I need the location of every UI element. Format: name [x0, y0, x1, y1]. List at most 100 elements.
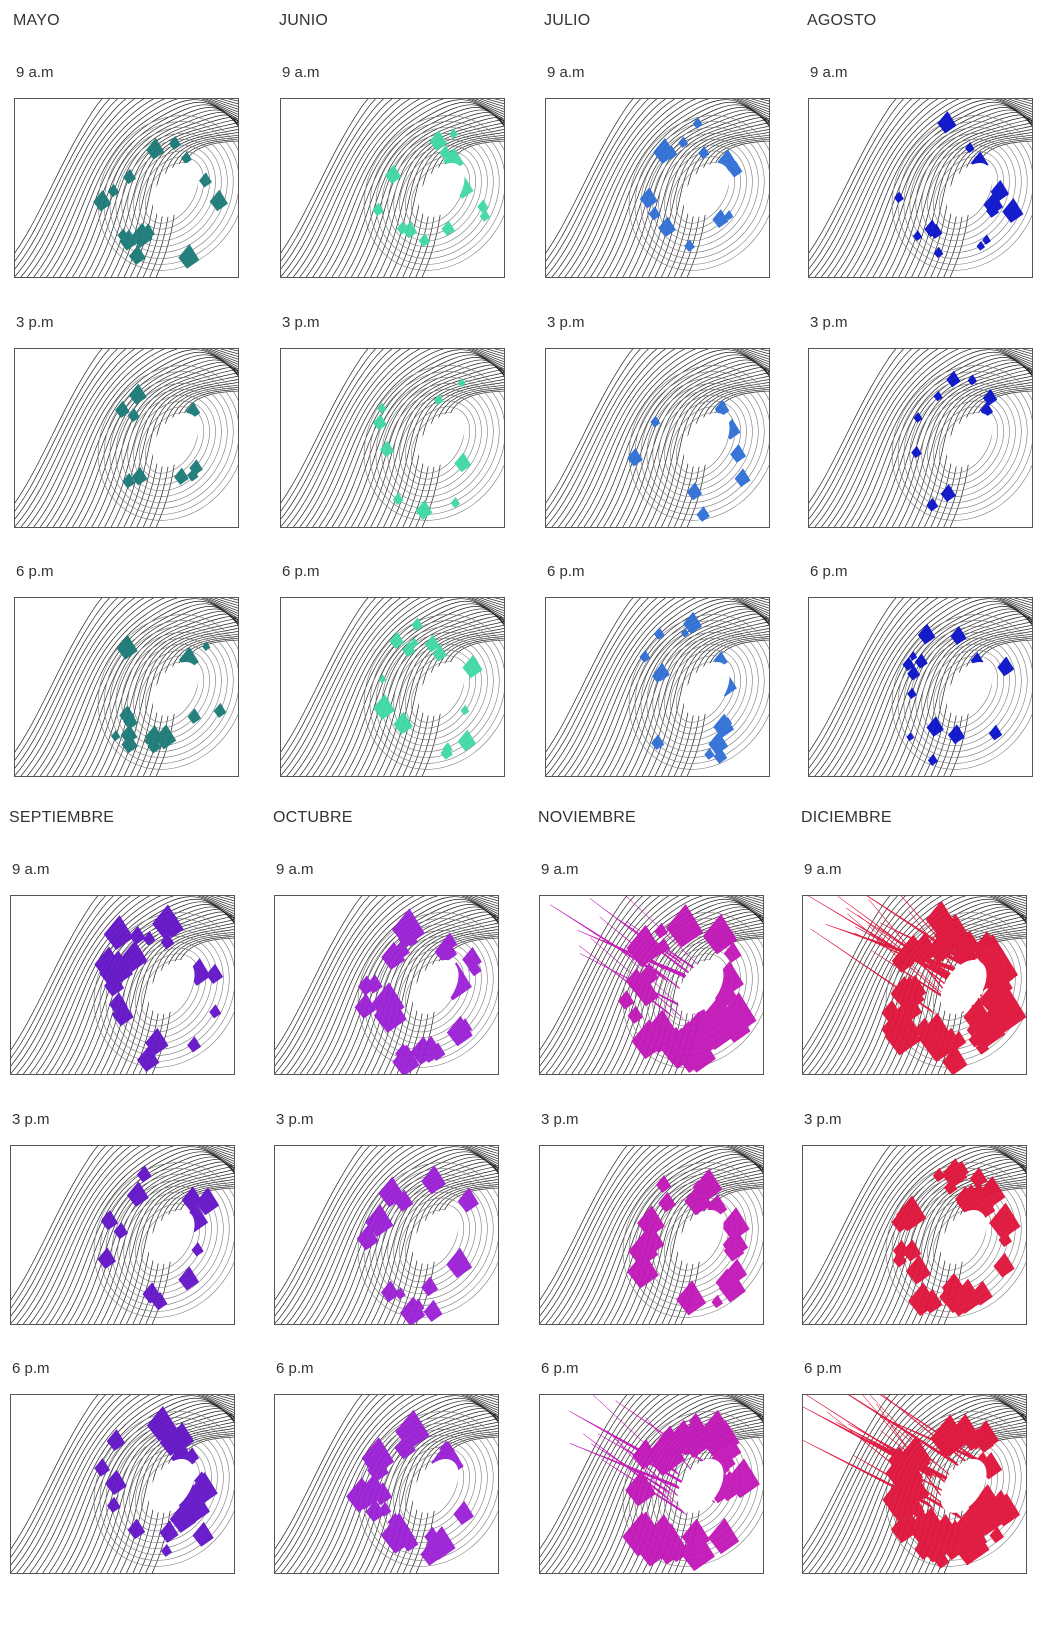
time-label: 9 a.m	[276, 861, 314, 878]
shadow-patch	[457, 377, 466, 388]
shadow-patch	[911, 445, 922, 459]
shadow-patch	[933, 390, 943, 402]
shadow-patch	[981, 953, 1014, 992]
cast-shadow	[869, 1395, 937, 1466]
shadow-patch	[627, 1005, 644, 1024]
shadow-patch	[681, 1518, 711, 1553]
shadow-patch	[907, 665, 921, 681]
shadow-patch	[650, 415, 661, 428]
plateau-rings	[891, 365, 1032, 521]
shadow-patches	[354, 908, 482, 1074]
cast-shadow	[893, 1463, 981, 1513]
time-label: 6 p.m	[547, 563, 585, 580]
plateau-rings	[891, 115, 1032, 271]
contour-map-svg	[15, 598, 238, 776]
contour-map-svg	[275, 1395, 498, 1573]
time-label: 3 p.m	[12, 1111, 50, 1128]
plateau-summit	[418, 163, 465, 217]
cast-shadow	[578, 945, 674, 1018]
shadow-patch	[927, 753, 939, 766]
shadow-map	[545, 597, 770, 777]
shadow-patch	[993, 1493, 1018, 1522]
shadow-patch	[943, 1178, 958, 1195]
shadow-map	[10, 895, 235, 1075]
shadow-map	[802, 895, 1027, 1075]
shadow-map	[280, 348, 505, 528]
contour-map-svg	[546, 99, 769, 277]
shadow-patch	[898, 1014, 913, 1031]
shadow-patch	[933, 246, 944, 259]
shadow-patch	[648, 206, 661, 221]
shadow-patch	[636, 980, 659, 1007]
shadow-patch	[913, 411, 923, 423]
shadow-patch	[191, 1242, 204, 1257]
contour-map-svg	[540, 1146, 763, 1324]
time-label: 9 a.m	[12, 861, 50, 878]
shadow-patch	[146, 137, 165, 160]
plateau-summit	[152, 413, 199, 467]
shadow-patch	[462, 946, 482, 971]
shadow-patch	[653, 137, 676, 165]
shadow-patches	[94, 1405, 218, 1557]
shadow-patches	[911, 370, 998, 512]
time-label: 6 p.m	[16, 563, 54, 580]
cast-shadow	[569, 1411, 680, 1475]
plateau-rings	[97, 614, 238, 770]
shadow-patch	[912, 230, 923, 242]
shadow-patch	[122, 472, 136, 489]
shadow-patch	[449, 128, 458, 139]
shadow-patch	[418, 233, 431, 247]
shadow-patch	[128, 245, 146, 266]
shadow-patch	[953, 1160, 969, 1179]
shadow-patch	[906, 687, 917, 700]
shadow-patch	[119, 229, 138, 251]
shadow-map	[10, 1394, 235, 1574]
cast-shadow	[590, 937, 684, 1020]
shadow-patch	[140, 223, 156, 241]
contour-map-svg	[11, 896, 234, 1074]
shadow-patch	[915, 1515, 936, 1539]
shadow-patch	[479, 209, 491, 222]
shadow-patch	[146, 1405, 178, 1442]
shadow-patch	[665, 903, 704, 948]
shadow-patch	[392, 1044, 420, 1074]
shadow-patch	[209, 189, 229, 212]
shadow-patch	[917, 623, 936, 645]
shadow-patch	[655, 1174, 672, 1193]
cast-shadow	[590, 1443, 672, 1495]
shadow-patch	[722, 1228, 749, 1259]
shadow-patch	[457, 1187, 480, 1213]
shadow-patch	[169, 1502, 197, 1534]
time-label: 3 p.m	[547, 314, 585, 331]
shadow-patch	[111, 1000, 134, 1027]
month-label: JULIO	[544, 12, 591, 29]
cast-shadow	[599, 916, 667, 973]
shadow-patches	[372, 377, 472, 520]
shadow-patch	[993, 1252, 1015, 1278]
cast-shadow	[592, 1395, 678, 1475]
shadow-patch	[440, 745, 453, 760]
shadow-patch	[698, 145, 710, 160]
shadow-patch	[892, 1250, 907, 1268]
shadow-patch	[702, 913, 738, 955]
shadow-patch	[983, 192, 1004, 216]
shadow-patch	[926, 497, 939, 512]
shadow-patch	[964, 141, 975, 154]
shadow-patch	[421, 1276, 439, 1297]
shadow-patch	[393, 940, 410, 960]
shadow-patch	[94, 1457, 111, 1477]
shadow-patch	[627, 447, 643, 467]
shadow-patch	[377, 402, 387, 414]
shadow-patch	[378, 1501, 392, 1517]
shadow-map	[539, 895, 764, 1075]
shadow-patch	[460, 704, 470, 716]
cast-shadow	[853, 1455, 966, 1522]
shadow-patch	[937, 110, 957, 134]
shadow-patch	[99, 958, 122, 986]
shadow-patch	[446, 1247, 473, 1279]
shadow-patch	[712, 209, 729, 229]
shadow-patch	[977, 1175, 1006, 1209]
shadow-patch	[106, 1496, 121, 1513]
shadow-patch	[942, 1045, 968, 1074]
shadow-patch	[683, 611, 703, 634]
